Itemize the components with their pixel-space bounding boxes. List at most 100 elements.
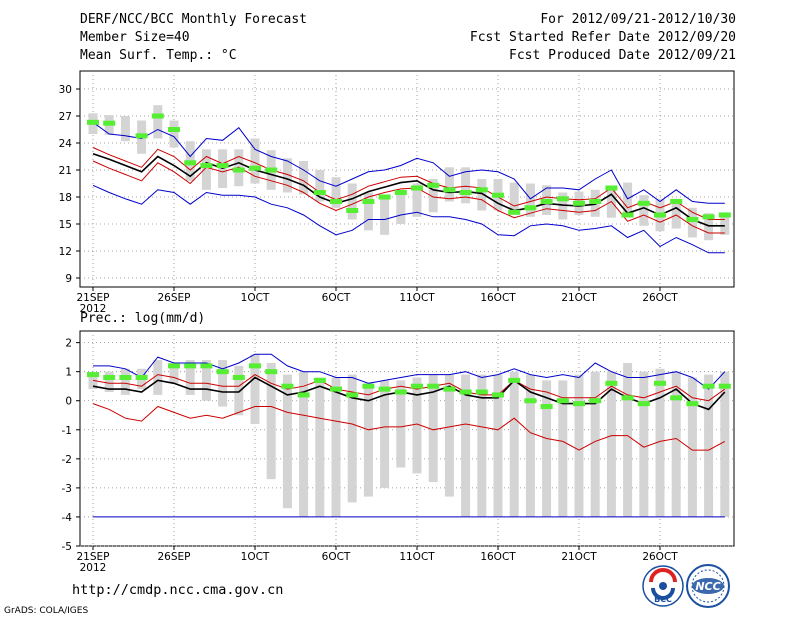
spread-box	[639, 371, 649, 517]
spread-box	[412, 377, 422, 474]
observation-marker	[508, 377, 521, 383]
x-tick-label: 21OCT	[561, 292, 597, 304]
spread-box	[331, 377, 341, 517]
observation-marker	[605, 185, 618, 191]
y-tick-label: -2	[62, 454, 72, 466]
series-median	[92, 153, 725, 227]
spread-box	[299, 371, 309, 517]
observation-marker	[87, 119, 99, 125]
observation-marker	[378, 386, 391, 392]
series-lower-band	[92, 403, 726, 451]
spread-box	[493, 374, 503, 517]
y-tick-label: 27	[59, 111, 72, 123]
series-median	[92, 376, 726, 411]
spread-box	[606, 371, 616, 517]
y-tick-label: 2	[65, 338, 72, 350]
series-upper-envelope	[93, 353, 726, 390]
x-tick-label: 11OCT	[399, 551, 435, 563]
source-url[interactable]: http://cmdp.ncc.cma.gov.cn	[72, 582, 284, 598]
spread-box	[704, 213, 714, 241]
observation-marker	[411, 383, 423, 389]
spread-box	[655, 368, 665, 517]
observation-marker	[654, 380, 666, 386]
observation-marker	[573, 200, 585, 206]
spread-box	[363, 383, 373, 497]
observation-marker	[330, 386, 342, 392]
observation-marker	[718, 383, 731, 389]
spread-box	[704, 374, 714, 517]
spread-box	[687, 377, 697, 517]
spread-box	[153, 360, 163, 395]
spread-box	[461, 167, 471, 204]
observation-marker	[621, 212, 634, 218]
observation-marker	[540, 404, 553, 410]
observation-marker	[508, 209, 521, 215]
spread-box	[542, 380, 552, 517]
x-tick-label: 21SEP	[77, 292, 110, 304]
panel1-label: Mean Surf. Temp.: °C	[80, 48, 237, 63]
fcst-produced-date: Fcst Produced Date 2012/09/21	[509, 48, 736, 63]
x-year-label: 2012	[80, 562, 107, 574]
observation-marker	[443, 386, 456, 392]
observation-marker	[281, 383, 294, 389]
observation-marker	[103, 374, 116, 380]
spread-box	[671, 198, 681, 229]
spread-box	[120, 116, 130, 142]
observation-marker	[492, 192, 504, 198]
fcst-started-date: Fcst Started Refer Date 2012/09/20	[469, 30, 736, 45]
observation-marker	[589, 199, 602, 204]
observation-marker	[232, 167, 245, 173]
spread-box	[153, 105, 163, 139]
spread-box	[412, 183, 422, 217]
y-tick-label: 9	[65, 273, 72, 285]
spread-box	[509, 371, 519, 517]
spread-box	[623, 362, 633, 517]
observation-marker	[330, 199, 342, 204]
observation-marker	[184, 160, 197, 166]
observation-marker	[168, 363, 180, 369]
temperature-panel: 21SEP 26SEP 1OCT 6OCT 11OCT 16OCT 21OCT 26OCT 20…	[59, 70, 735, 315]
observation-marker	[605, 380, 618, 386]
x-tick-label: 26OCT	[642, 292, 678, 304]
spread-box	[444, 374, 454, 497]
observation-marker	[524, 205, 537, 211]
spread-box	[574, 374, 584, 517]
y-tick-label: 12	[59, 246, 72, 258]
observation-marker	[654, 212, 666, 218]
spread-box	[720, 371, 730, 517]
observation-marker	[492, 392, 504, 398]
plot-frame	[79, 330, 735, 547]
series-upper-band	[92, 147, 725, 220]
observation-marker	[686, 401, 699, 407]
observation-marker	[297, 392, 310, 398]
y-tick-label: -5	[62, 541, 72, 553]
spread-box	[185, 360, 195, 395]
x-tick-label: 1OCT	[241, 292, 270, 304]
spread-box	[331, 177, 341, 208]
y-tick-label: 0	[65, 396, 72, 408]
observation-marker	[556, 196, 569, 202]
observation-marker	[346, 208, 359, 213]
observation-marker	[670, 199, 683, 204]
x-tick-label: 11OCT	[399, 292, 435, 304]
observation-marker	[135, 374, 148, 380]
observation-marker	[637, 401, 650, 407]
spread-box	[509, 182, 519, 214]
y-tick-label: 1	[65, 367, 72, 379]
observation-marker	[718, 212, 731, 218]
spread-box	[347, 374, 357, 503]
spread-box	[720, 212, 730, 235]
observation-marker	[427, 383, 440, 389]
spread-box	[266, 362, 276, 480]
spread-box	[639, 195, 649, 226]
observation-marker	[540, 199, 553, 204]
spread-box	[558, 192, 568, 220]
panel2-label: Prec.: log(mm/d)	[80, 311, 206, 326]
x-tick-label: 16OCT	[480, 551, 516, 563]
observation-marker	[475, 389, 488, 395]
spread-box	[525, 183, 535, 217]
observation-marker	[216, 369, 229, 375]
observation-marker	[686, 217, 699, 222]
observation-marker	[459, 190, 472, 195]
observation-marker	[200, 363, 213, 369]
